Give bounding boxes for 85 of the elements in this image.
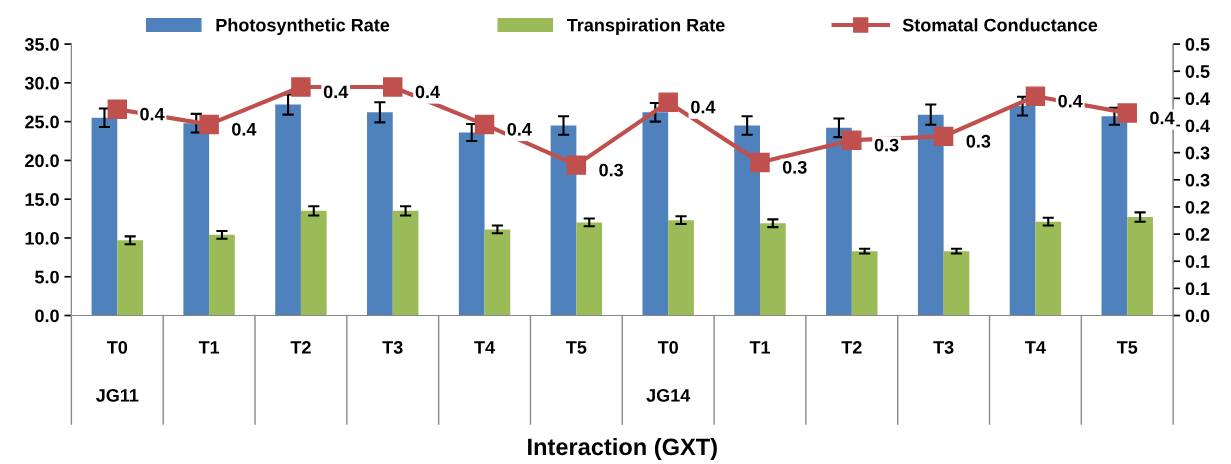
data-label: 0.4 bbox=[232, 122, 257, 136]
y2-tick-label: 0.5 bbox=[1185, 38, 1210, 51]
y2-tick-label: 0.0 bbox=[1185, 309, 1210, 323]
x-tick-label: T5 bbox=[566, 341, 587, 354]
text: JG14 bbox=[646, 389, 691, 402]
x-tick-label: T3 bbox=[382, 341, 403, 354]
y2-tick-label: 0.1 bbox=[1185, 282, 1210, 296]
x-tick-label: T0 bbox=[106, 341, 128, 354]
text: JG11 bbox=[95, 389, 139, 402]
bar bbox=[300, 210, 327, 316]
y2-tick-label: 0.2 bbox=[1185, 200, 1210, 214]
y2-tick-label: 0.3 bbox=[1185, 146, 1210, 160]
point bbox=[383, 77, 403, 97]
point bbox=[1025, 86, 1046, 106]
bar bbox=[1035, 221, 1062, 316]
y2-tick-label: 0.2 bbox=[1185, 228, 1210, 241]
x-tick-label: T1 bbox=[749, 341, 771, 354]
y-tick-label: 10.0 bbox=[25, 231, 59, 245]
x-tick-label: T2 bbox=[841, 341, 862, 354]
legend-label: Photosynthetic Rate bbox=[216, 18, 390, 36]
x-tick-label: T3 bbox=[933, 341, 954, 354]
point bbox=[199, 114, 219, 135]
data-label: 0.4 bbox=[1058, 94, 1083, 108]
bar bbox=[1009, 106, 1036, 316]
x-axis-title: Interaction (GXT) bbox=[528, 437, 717, 460]
y2-tick-label: 0.5 bbox=[1185, 65, 1210, 78]
bar bbox=[392, 210, 419, 316]
y2-tick-label: 0.4 bbox=[1185, 119, 1210, 133]
x-tick-label: T4 bbox=[1025, 341, 1046, 354]
data-label: 0.3 bbox=[874, 138, 899, 152]
legend-label: Stomatal Conductance bbox=[902, 18, 1098, 32]
bar bbox=[576, 222, 603, 316]
y2-tick-label: 0.4 bbox=[1185, 92, 1210, 106]
point bbox=[933, 126, 954, 147]
bar bbox=[183, 123, 210, 316]
bar bbox=[851, 251, 878, 316]
y-tick-label: 35.0 bbox=[24, 38, 59, 51]
y-tick-label: 0.0 bbox=[35, 309, 59, 323]
point bbox=[658, 92, 678, 112]
point bbox=[291, 77, 311, 97]
data-label: 0.4 bbox=[507, 122, 532, 136]
data-label: 0.3 bbox=[599, 163, 624, 177]
bar bbox=[1101, 116, 1128, 316]
y-tick-label: 30.0 bbox=[24, 76, 59, 90]
point bbox=[107, 99, 128, 119]
bar bbox=[759, 223, 786, 316]
point bbox=[1117, 103, 1137, 123]
x-tick-label: T4 bbox=[474, 341, 495, 354]
data-label: 0.3 bbox=[966, 134, 991, 148]
data-label: 0.4 bbox=[323, 85, 349, 99]
x-tick-label: T0 bbox=[657, 341, 678, 354]
data-label: 0.4 bbox=[1150, 111, 1175, 125]
data-label: 0.4 bbox=[691, 100, 716, 114]
bar bbox=[1127, 217, 1153, 316]
y2-tick-label: 0.3 bbox=[1185, 173, 1210, 187]
point bbox=[750, 152, 770, 173]
data-label: 0.4 bbox=[140, 107, 165, 121]
bar bbox=[209, 234, 235, 316]
bar bbox=[826, 127, 852, 316]
bar bbox=[275, 104, 301, 316]
x-tick-label: T1 bbox=[198, 341, 220, 354]
bar bbox=[943, 251, 970, 316]
bar bbox=[550, 125, 577, 316]
y-tick-label: 5.0 bbox=[35, 270, 59, 284]
point bbox=[474, 114, 495, 135]
bar bbox=[734, 125, 760, 316]
data-label: 0.4 bbox=[415, 85, 440, 99]
y-tick-label: 25.0 bbox=[25, 115, 59, 129]
y2-tick-label: 0.1 bbox=[1185, 255, 1210, 268]
bar bbox=[117, 240, 144, 316]
bar bbox=[917, 114, 944, 316]
x-tick-label: T2 bbox=[290, 341, 311, 354]
bar bbox=[367, 112, 393, 316]
point bbox=[842, 130, 862, 150]
data-label: 0.3 bbox=[782, 160, 807, 174]
y-tick-label: 20.0 bbox=[25, 154, 59, 168]
point bbox=[566, 155, 587, 175]
bar bbox=[484, 229, 511, 316]
x-tick-label: T5 bbox=[1116, 341, 1138, 354]
y-tick-label: 15.0 bbox=[25, 193, 59, 206]
bar bbox=[642, 112, 669, 316]
bar bbox=[458, 132, 485, 316]
bar bbox=[668, 220, 694, 316]
bar bbox=[91, 117, 118, 316]
legend-label: Transpiration Rate bbox=[566, 18, 725, 36]
